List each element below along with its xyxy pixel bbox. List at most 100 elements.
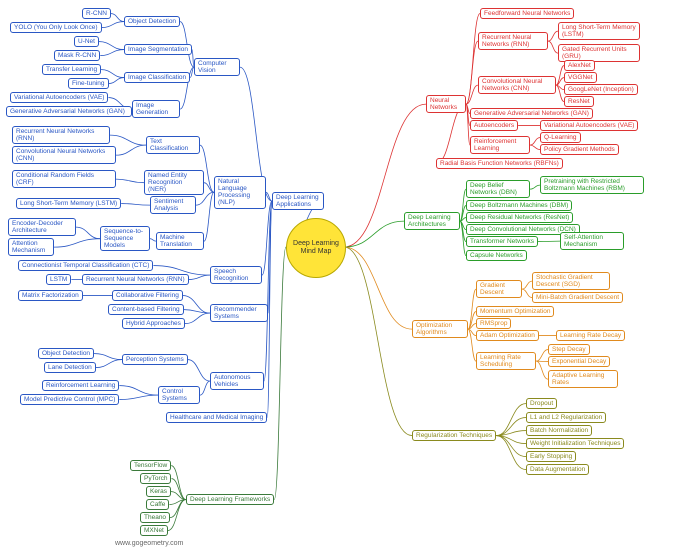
edge-lrs-alr [536,361,548,379]
edge-cls-ft [109,78,124,84]
node-caf: Caffe [146,499,169,510]
node-rs: Recommender Systems [210,304,268,322]
node-tfm: Transformer Networks [466,236,538,247]
node-lstm2: Long Short-Term Memory (LSTM) [16,198,121,209]
footer-credit: www.gogeometry.com [115,540,183,547]
node-pt: PyTorch [140,473,171,484]
node-goog: GoogLeNet (Inception) [564,84,638,95]
node-cls: Image Classification [124,72,190,83]
node-lrd: Learning Rate Decay [556,330,625,341]
node-pg: Policy Gradient Methods [540,144,619,155]
node-sa: Sentiment Analysis [150,196,196,214]
edge-gd-mbgd [522,289,532,297]
node-crf: Conditional Random Fields (CRF) [12,170,116,188]
node-hyb: Hybrid Approaches [122,318,185,329]
edge-cnn-alex [556,66,564,86]
node-att: Self-Attention Mechanism [560,232,624,250]
edge-rl-pg [530,145,540,149]
edge-ps-od2 [94,354,122,360]
edge-seg-unet [99,42,124,50]
edge-rl-ql [530,138,540,146]
edge-rnn-gru [548,41,558,53]
node-wit: Weight Initialization Techniques [526,438,624,449]
node-vae2: Variational Autoencoders (VAE) [10,92,108,103]
node-exp: Exponential Decay [548,356,610,367]
node-mrcnn: Mask R-CNN [54,50,100,61]
node-vgg: VGGNet [564,72,597,83]
node-rbm: Pretraining with Restricted Boltzmann Ma… [540,176,644,194]
node-txt: Text Classification [146,136,200,154]
node-mt: Machine Translation [156,232,204,250]
node-mom: Momentum Optimization [476,306,554,317]
edge-s2s-enc [76,227,100,239]
node-adam: Adam Optimization [476,330,539,341]
node-ner: Named Entity Recognition (NER) [144,170,204,195]
node-lstm1: Long Short-Term Memory (LSTM) [558,22,640,40]
node-gd: Gradient Descent [476,280,522,298]
node-alr: Adaptive Learning Rates [548,370,618,388]
edge-center-fw [274,247,286,500]
node-mx: MXNet [140,525,168,536]
node-bn: Batch Normalization [526,425,592,436]
node-sr: Speech Recognition [210,266,262,284]
node-ker: Keras [146,486,171,497]
edge-center-reg [344,247,412,436]
node-cv: Computer Vision [194,58,240,76]
edge-av-cs [200,381,210,395]
node-l12: L1 and L2 Regularization [526,412,606,423]
node-ql: Q-Learning [540,132,581,143]
edge-rs-cbf [184,310,210,314]
node-caps: Capsule Networks [466,250,527,261]
edge-av-ps [188,360,210,382]
node-mbgd: Mini-Batch Gradient Descent [532,292,623,303]
node-gan: Generative Adversarial Networks (GAN) [470,108,593,119]
node-cnn: Convolutional Neural Networks (CNN) [478,76,556,94]
edge-ps-ld [96,360,122,368]
edge-dbn-rbm [530,185,540,189]
node-alex: AlexNet [564,60,595,71]
node-rl: Reinforcement Learning [470,136,530,154]
edge-rnn-lstm1 [548,31,558,41]
node-cbf: Content-based Filtering [108,304,184,315]
node-es: Early Stopping [526,451,576,462]
node-enc: Encoder-Decoder Architecture [8,218,76,236]
edge-sa-lstm2 [121,204,150,206]
node-dbn: Deep Belief Networks (DBN) [466,180,530,198]
edge-seg-mrcnn [100,50,124,56]
node-apps: Deep Learning Applications [272,192,324,210]
node-gan2: Generative Adversarial Networks (GAN) [6,106,132,117]
node-rms: RMSprop [476,318,511,329]
edge-ner-crf [116,179,144,183]
node-drn: Deep Residual Networks (ResNet) [466,212,573,223]
node-ft: Fine-tuning [68,78,109,89]
node-da: Data Augmentation [526,464,589,475]
edge-center-arch [344,221,404,247]
node-rnn2: Recurrent Neural Networks (RNN) [12,126,110,144]
node-unet: U-Net [74,36,99,47]
node-step: Step Decay [548,344,590,355]
edge-fw-tf [171,466,186,500]
node-seg: Image Segmentation [124,44,192,55]
node-s2s: Sequence-to-Sequence Models [100,226,150,251]
node-rnn3: Recurrent Neural Networks (RNN) [82,274,189,285]
node-rcnn: R-CNN [82,8,111,19]
node-th: Theano [140,512,170,523]
node-fw: Deep Learning Frameworks [186,494,274,505]
center-node: Deep Learning Mind Map [286,218,346,278]
node-ffn: Feedforward Neural Networks [480,8,574,19]
edge-s2s-attm [54,239,100,247]
node-arch: Deep Learning Architectures [404,212,460,230]
node-ld: Lane Detection [44,362,96,373]
node-hmi: Healthcare and Medical Imaging [166,412,267,423]
edge-rs-hyb [185,313,210,323]
edge-reg-da [496,436,526,470]
node-cnn2: Convolutional Neural Networks (CNN) [12,146,116,164]
node-cs: Control Systems [158,386,200,404]
edge-cs-rl2 [119,386,158,396]
node-mf: Matrix Factorization [18,290,83,301]
node-drop: Dropout [526,398,557,409]
node-cf: Collaborative Filtering [112,290,183,301]
edge-od-rcnn [111,14,124,22]
node-gen: Image Generation [132,100,180,118]
node-attm: Attention Mechanism [8,238,54,256]
